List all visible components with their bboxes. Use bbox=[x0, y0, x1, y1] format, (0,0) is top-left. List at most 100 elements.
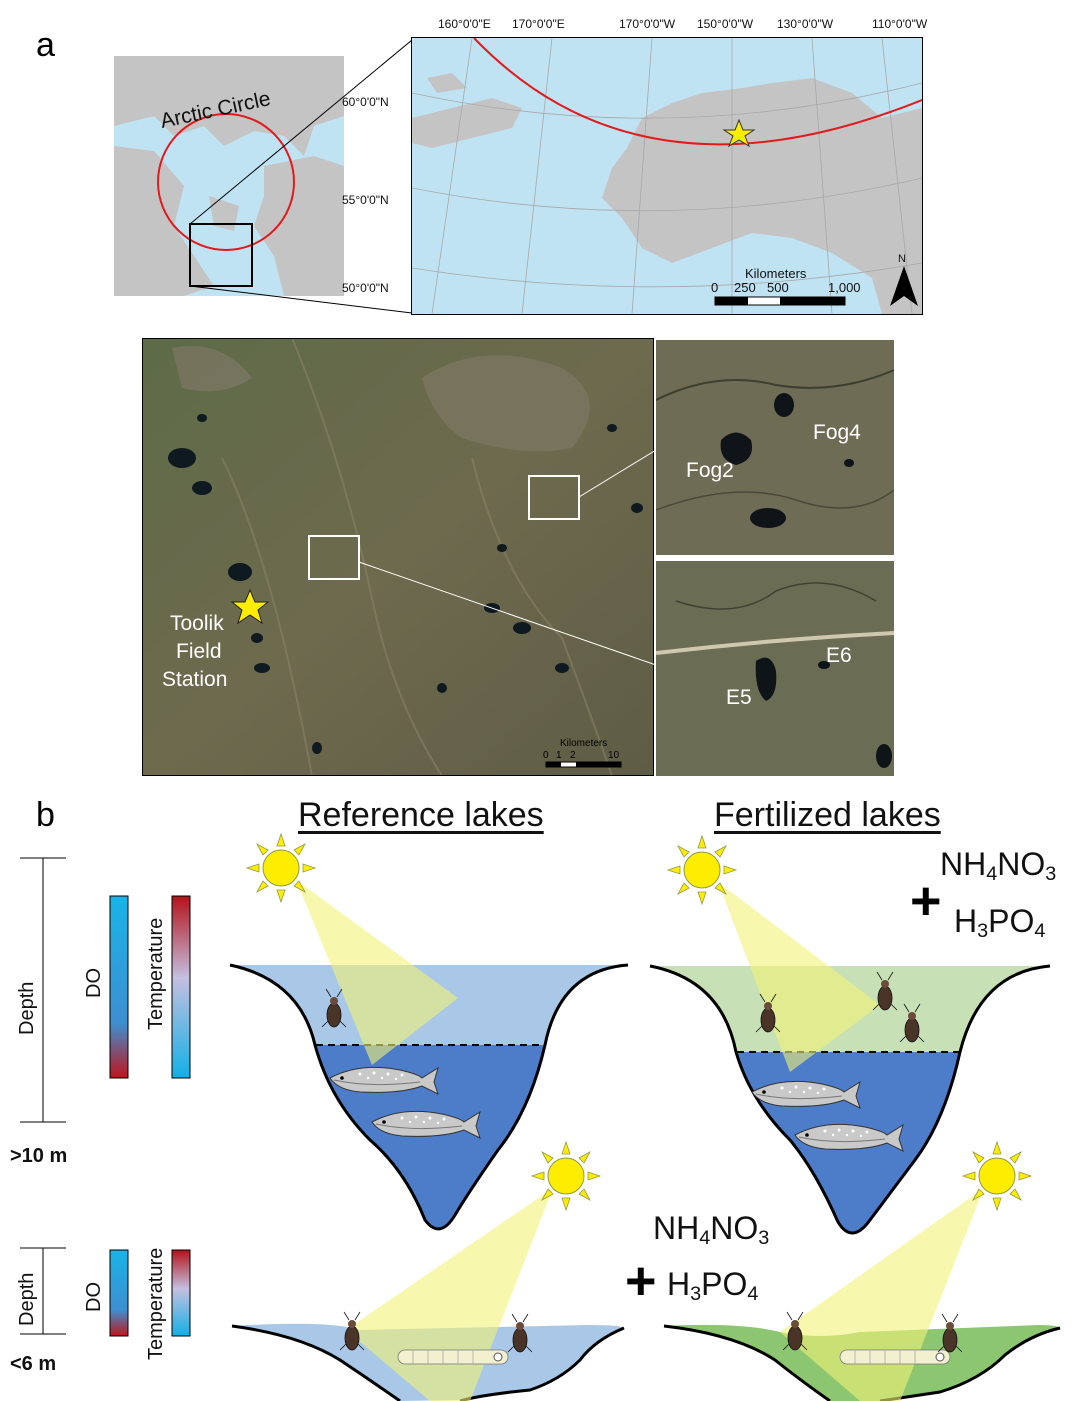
lat-label-60n: 60°0'0"N bbox=[342, 95, 389, 109]
shallow-do-label: DO bbox=[83, 1282, 105, 1312]
reference-lakes-title: Reference lakes bbox=[298, 796, 544, 834]
lake-label-e5: E5 bbox=[726, 686, 752, 709]
lon-label-170w: 170°0'0"W bbox=[619, 17, 676, 31]
sat-scale-title: Kilometers bbox=[560, 738, 607, 749]
shallow-do-bar bbox=[109, 1249, 129, 1337]
chironomid-larva-icon bbox=[397, 1349, 509, 1365]
fert-deep-shoreline bbox=[649, 964, 1051, 1235]
lon-label-160e: 160°0'0"E bbox=[438, 17, 491, 31]
toolik-star-icon bbox=[230, 588, 270, 625]
deep-temp-bar bbox=[171, 895, 191, 1079]
shallow-temp-label: Temperature bbox=[145, 1248, 167, 1360]
plus-sign-bottom: + bbox=[625, 1251, 657, 1311]
f2-c: PO bbox=[988, 903, 1035, 939]
panel-b-letter: b bbox=[36, 796, 55, 834]
lon-label-170e: 170°0'0"E bbox=[512, 17, 565, 31]
arctic-circle-ring bbox=[157, 113, 295, 251]
deep-depth-value: >10 m bbox=[10, 1145, 67, 1167]
north-arrow-icon bbox=[890, 266, 918, 306]
toolik-label-line2: Field bbox=[176, 640, 222, 663]
satellite-image: Toolik Field Station Kilometers 0 1 2 10 bbox=[142, 338, 654, 776]
fertilizer-formula-2-bottom: H3PO4 bbox=[667, 1268, 758, 1305]
lon-label-110w: 110°0'0"W bbox=[872, 17, 928, 31]
shallow-legend: Depth DO Temperature <6 m bbox=[10, 1247, 191, 1375]
lake-label-e6: E6 bbox=[826, 644, 852, 667]
fertilizer-formula-1-bottom: NH4NO3 bbox=[653, 1212, 769, 1249]
f2-a: H bbox=[954, 903, 978, 939]
deep-depth-label: Depth bbox=[16, 982, 38, 1035]
sun-icon bbox=[667, 835, 737, 905]
arctic-circle-arc bbox=[473, 38, 922, 146]
arctic-inset-map: Arctic Circle bbox=[114, 56, 344, 296]
fert-shallow-light-cone bbox=[780, 1188, 984, 1401]
ref-shallow-light-cone bbox=[346, 1188, 553, 1401]
deep-do-label: DO bbox=[83, 968, 105, 998]
scale-tick-0: 0 bbox=[711, 280, 718, 295]
fertilizer-formula-2-top: H3PO4 bbox=[954, 905, 1045, 942]
f1b-b: 4 bbox=[699, 1226, 711, 1249]
alaska-map: Kilometers 0 250 500 1,000 N bbox=[412, 38, 922, 314]
shallow-depth-label: Depth bbox=[16, 1273, 38, 1326]
zoom-lines bbox=[189, 39, 413, 314]
f1b-c: NO bbox=[710, 1210, 759, 1246]
f1-c: NO bbox=[997, 846, 1046, 882]
lake-diagrams bbox=[229, 833, 1061, 1401]
north-label: N bbox=[898, 253, 906, 265]
scale-tick-1000: 1,000 bbox=[828, 280, 861, 295]
alaska-map-frame bbox=[411, 37, 923, 315]
fertilized-lakes-title: Fertilized lakes bbox=[714, 796, 941, 834]
sat-scale-tick-10: 10 bbox=[608, 750, 620, 761]
f2-b: 3 bbox=[977, 919, 989, 942]
chironomid-larva-icon bbox=[839, 1349, 951, 1365]
shallow-depth-value: <6 m bbox=[10, 1353, 56, 1375]
fog-lakes-zoom: Fog2 Fog4 bbox=[656, 340, 894, 555]
e-lakes-zoom: E5 E6 bbox=[656, 561, 894, 776]
scale-title: Kilometers bbox=[745, 266, 807, 281]
fertilizer-formula-1-top: NH4NO3 bbox=[940, 848, 1056, 885]
panel-a-letter: a bbox=[36, 26, 55, 64]
scale-tick-500: 500 bbox=[767, 280, 789, 295]
sun-icon bbox=[246, 833, 316, 903]
f2b-a: H bbox=[667, 1266, 691, 1302]
shallow-temp-bar bbox=[171, 1249, 191, 1337]
lake-label-fog4: Fog4 bbox=[813, 421, 861, 444]
lat-label-50n: 50°0'0"N bbox=[342, 281, 389, 295]
callout-lines bbox=[0, 0, 1075, 780]
toolik-star-marker bbox=[722, 118, 756, 148]
lon-label-130w: 130°0'0"W bbox=[777, 17, 834, 31]
lake-label-fog2: Fog2 bbox=[686, 459, 734, 482]
sun-icon bbox=[962, 1141, 1032, 1211]
f2b-b: 3 bbox=[690, 1282, 702, 1305]
toolik-label-line3: Station bbox=[162, 668, 227, 691]
f2b-d: 4 bbox=[747, 1282, 759, 1305]
toolik-label-line1: Toolik bbox=[170, 612, 224, 635]
deep-legend: Depth DO Temperature >10 m bbox=[10, 857, 191, 1167]
deep-temp-label: Temperature bbox=[145, 918, 167, 1030]
sun-icon bbox=[531, 1141, 601, 1211]
lat-label-55n: 55°0'0"N bbox=[342, 193, 389, 207]
f1b-a: NH bbox=[653, 1210, 700, 1246]
deep-do-bar bbox=[109, 895, 129, 1079]
ref-deep-shoreline bbox=[229, 963, 629, 1231]
f2-d: 4 bbox=[1034, 919, 1046, 942]
lon-label-150w: 150°0'0"W bbox=[697, 17, 754, 31]
sat-scale-tick-0: 0 bbox=[543, 750, 549, 761]
scale-tick-250: 250 bbox=[734, 280, 756, 295]
f1-b: 4 bbox=[986, 862, 998, 885]
f1b-d: 3 bbox=[758, 1226, 770, 1249]
latitude-labels: 60°0'0"N 55°0'0"N 50°0'0"N bbox=[342, 95, 389, 295]
fert-shallow-shoreline bbox=[663, 1324, 1061, 1401]
fog-lakes-box bbox=[528, 475, 580, 520]
sat-scale-tick-2: 2 bbox=[570, 750, 576, 761]
sat-scale-tick-1: 1 bbox=[556, 750, 562, 761]
f2b-c: PO bbox=[701, 1266, 748, 1302]
inset-locator-box bbox=[189, 223, 253, 287]
f1-d: 3 bbox=[1045, 862, 1057, 885]
f1-a: NH bbox=[940, 846, 987, 882]
longitude-labels: 160°0'0"E 170°0'0"E 170°0'0"W 150°0'0"W … bbox=[438, 17, 928, 31]
e-lakes-box bbox=[308, 535, 360, 580]
ref-deep-light-cone bbox=[296, 880, 458, 1065]
fert-deep-light-cone bbox=[718, 882, 880, 1072]
plus-sign-top: + bbox=[910, 871, 942, 931]
ref-shallow-shoreline bbox=[231, 1324, 625, 1401]
